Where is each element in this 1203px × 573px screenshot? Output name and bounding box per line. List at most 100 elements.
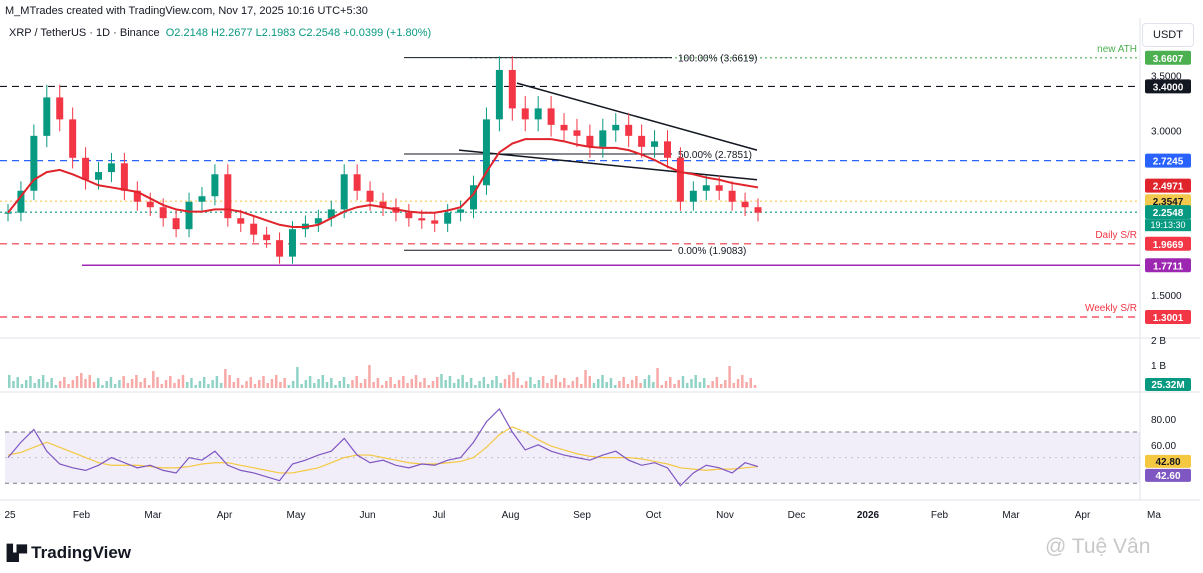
candle-body [482,119,490,186]
volume-bar [283,378,286,388]
volume-bar [609,378,613,388]
volume-bar [126,383,130,388]
volume-bar [753,385,757,388]
volume-bar [54,385,58,388]
volume-bar [173,383,176,388]
candle-body [586,135,594,147]
price-label-text: 2.4971 [1153,182,1184,193]
price-label-tag [1145,178,1191,193]
volume-bar [690,379,693,388]
x-tick-label: Mar [144,510,162,521]
volume-bar [143,378,147,388]
volume-bar [406,383,409,388]
volume-bar [80,373,83,388]
close-value: C2.2548 [298,27,341,39]
volume-bar [495,376,498,388]
candle-body [17,190,25,213]
volume-bar [296,367,299,388]
candle-body [521,108,529,120]
volume-bar [177,379,180,388]
volume-bar [16,377,19,388]
candle-body [276,240,284,257]
volume-bar [198,381,202,388]
volume-bar [118,380,121,388]
candle-body [56,97,64,120]
volume-bar [185,382,189,388]
volume-bar [241,385,244,388]
volume-bar [584,370,587,388]
volume-bar [698,382,702,388]
volume-bar [724,380,727,388]
volume-bar [181,375,185,388]
volume-bar [113,384,117,388]
volume-bar [300,384,303,388]
y-tick-label: 3.0000 [1151,126,1182,137]
volume-bar [385,381,388,388]
volume-bar [516,378,519,388]
candle-body [625,124,633,136]
volume-bar [169,376,172,388]
volume-bar [12,381,15,388]
volume-tick-label: 1 B [1151,361,1166,372]
volume-bar [287,385,291,388]
volume-bar [96,378,100,388]
volume-bar [215,376,219,388]
candle-body [30,135,38,191]
volume-bar [152,371,155,388]
wedge-upper-line [516,82,758,151]
countdown-text: 19:13:30 [1150,220,1185,230]
volume-bar [529,377,532,388]
x-tick-label: Sep [573,510,591,521]
candle-body [560,124,568,131]
volume-bar [63,377,66,388]
volume-bar [660,385,664,388]
candle-body [663,141,671,158]
candle-body [534,108,542,120]
volume-bar [681,376,685,388]
price-label-text: 2.2548 [1153,208,1184,219]
x-tick-label: Aug [502,510,520,521]
x-tick-label: Apr [217,510,233,521]
volume-bar [567,385,570,388]
price-label-tag [1145,50,1191,65]
volume-bar [105,381,108,388]
volume-bar [431,381,435,388]
volume-bar [664,381,668,388]
candle-body [651,141,659,147]
x-tick-label: 2026 [857,510,880,521]
x-tick-label: May [287,510,306,521]
volume-bar [397,380,401,388]
price-label-text: 2.3547 [1153,197,1184,208]
high-value: H2.2677 [211,27,253,39]
volume-bar [508,375,511,388]
volume-bar [224,369,227,388]
volume-bar [736,379,740,388]
volume-bar [707,385,710,388]
price-label-tag [1145,258,1191,273]
volume-bar [719,384,723,388]
volume-bar [575,377,579,388]
volume-bar [694,375,697,388]
volume-bar [190,378,193,388]
volume-bar [423,378,426,388]
volume-bar [647,375,651,388]
volume-bar [711,381,714,388]
volume-bar [92,382,96,388]
volume-bar [270,379,274,388]
volume-bar [101,385,104,388]
price-label-tag [1145,310,1191,325]
rsi-ma-tag-text: 42.80 [1155,457,1180,468]
price-label-tag [1145,153,1191,168]
candle-body [470,185,478,210]
volume-bar [520,385,524,388]
candle-body [120,163,128,191]
volume-bar [321,375,325,388]
volume-bar [524,381,528,388]
candle-body [314,218,322,224]
candle-body [327,209,335,219]
currency-button[interactable]: USDT [1142,23,1194,47]
volume-bar [491,380,494,388]
tradingview-logo-icon: ▙▀ [7,545,27,562]
x-tick-label: Ma [1147,510,1161,521]
